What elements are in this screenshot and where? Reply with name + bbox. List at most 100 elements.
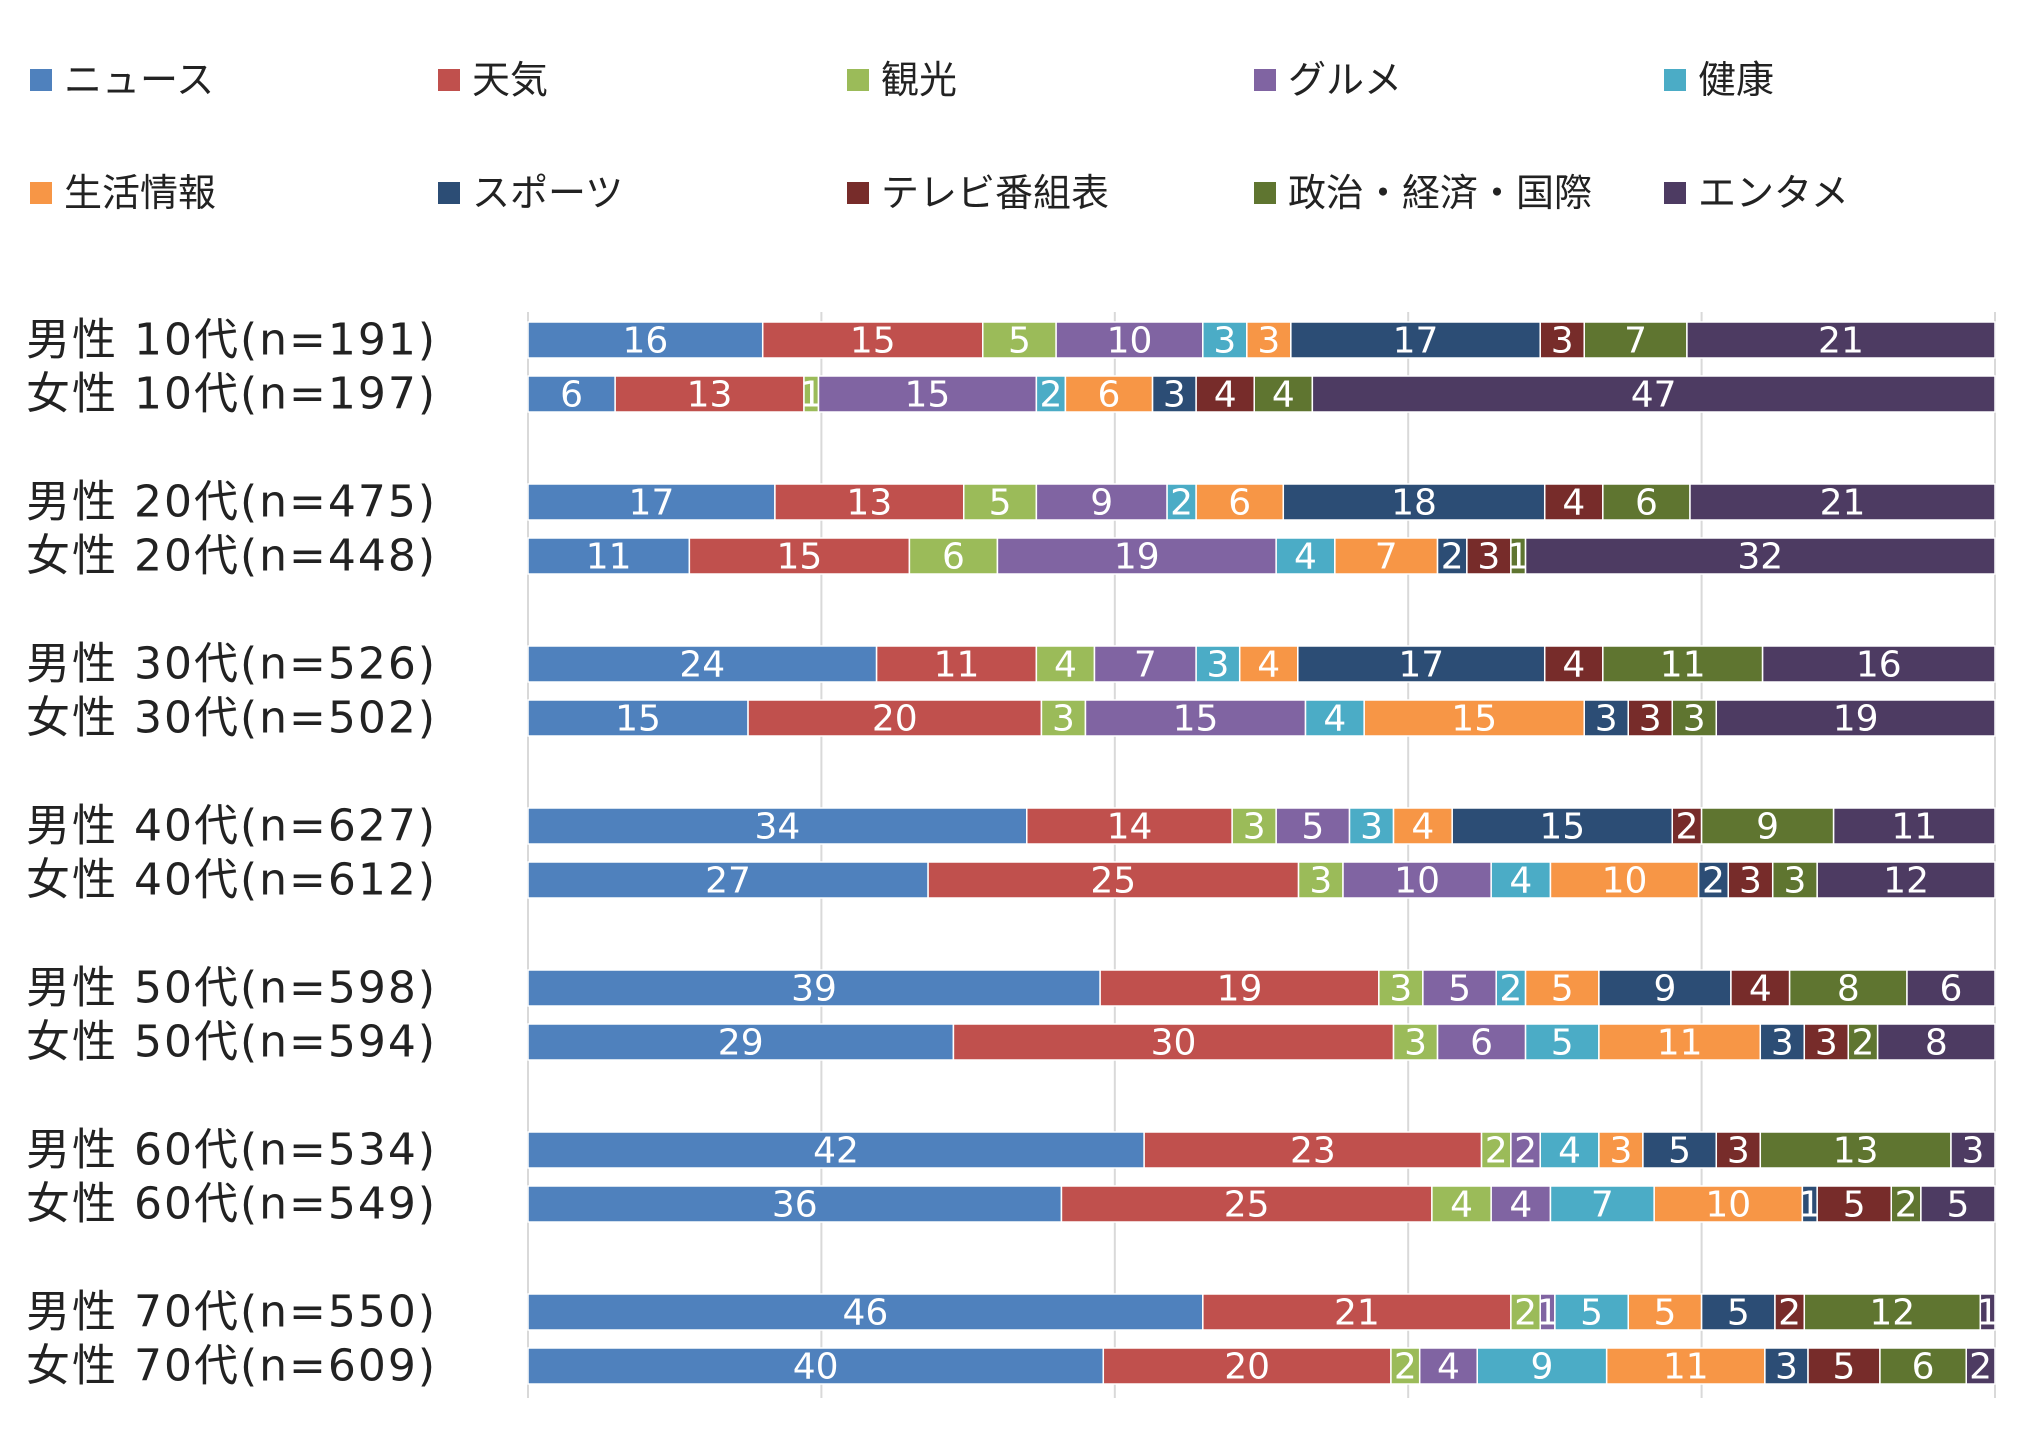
bar-segment <box>1598 1023 1762 1061</box>
data-label: 5 <box>1653 1293 1676 1334</box>
data-label: 2 <box>1499 969 1522 1010</box>
data-label: 3 <box>1257 321 1280 362</box>
data-label: 4 <box>1558 1131 1581 1172</box>
bar-segment <box>1602 645 1764 683</box>
bar-segment <box>527 645 878 683</box>
data-label: 6 <box>1635 483 1658 524</box>
data-label: 3 <box>1771 1023 1794 1064</box>
data-label: 5 <box>1580 1293 1603 1334</box>
bar-segment <box>527 537 691 575</box>
data-label: 4 <box>1411 807 1434 848</box>
data-label: 3 <box>1360 807 1383 848</box>
bar-segment <box>1390 1347 1421 1385</box>
data-label: 4 <box>1562 483 1585 524</box>
data-label: 19 <box>1833 699 1879 740</box>
data-label: 16 <box>1856 645 1902 686</box>
data-label: 5 <box>989 483 1012 524</box>
bar-segment <box>1466 537 1512 575</box>
data-label: 3 <box>1739 861 1762 902</box>
data-label: 15 <box>615 699 661 740</box>
category-label: 男性 30代(n=526) <box>26 639 437 690</box>
category-label: 女性 40代(n=612) <box>26 855 437 906</box>
data-label: 1 <box>1976 1293 1999 1334</box>
legend-label: テレビ番組表 <box>881 171 1109 215</box>
category-label: 男性 50代(n=598) <box>26 963 437 1014</box>
bar-segment <box>1342 861 1492 899</box>
data-label: 3 <box>1609 1131 1632 1172</box>
data-label: 3 <box>1815 1023 1838 1064</box>
bar-segment <box>1311 375 1996 413</box>
bar-segment <box>875 645 1038 683</box>
bar-segment <box>1363 699 1585 737</box>
data-label: 2 <box>1039 375 1062 416</box>
bar-segment <box>1653 1185 1804 1223</box>
data-label: 6 <box>1470 1023 1493 1064</box>
bar-segment <box>527 483 776 521</box>
legend-label: スポーツ <box>472 171 623 215</box>
data-label: 5 <box>1448 969 1471 1010</box>
data-label: 5 <box>1947 1185 1970 1226</box>
data-label: 42 <box>813 1131 859 1172</box>
data-label: 3 <box>1389 969 1412 1010</box>
legend-label: 生活情報 <box>64 171 216 215</box>
bar-segment <box>1422 969 1497 1007</box>
bar-segment <box>1965 1347 1996 1385</box>
legend-item: エンタメ <box>1664 171 1849 215</box>
bar-segment <box>527 1293 1204 1331</box>
data-label: 20 <box>1224 1347 1270 1388</box>
data-label: 10 <box>1394 861 1440 902</box>
data-label: 25 <box>1090 861 1136 902</box>
data-label: 6 <box>1098 375 1121 416</box>
bar-segment <box>1700 1293 1776 1331</box>
bar-segment <box>1166 483 1197 521</box>
data-label: 19 <box>1114 537 1160 578</box>
data-label: 19 <box>1217 969 1263 1010</box>
data-label: 29 <box>718 1023 764 1064</box>
bar-segment <box>1102 1347 1392 1385</box>
legend-label: グルメ <box>1288 58 1402 102</box>
bar-segment <box>1549 861 1700 899</box>
data-label: 3 <box>1683 699 1706 740</box>
data-label: 10 <box>1705 1185 1751 1226</box>
legend-item: 生活情報 <box>30 171 216 215</box>
bar-row: 16 15 5 10 3 3 17 3 7 21 <box>527 321 1996 362</box>
data-label: 4 <box>1272 375 1295 416</box>
data-label: 6 <box>1228 483 1251 524</box>
bar-segment <box>1436 537 1468 575</box>
bar-segment <box>1476 1347 1608 1385</box>
data-label: 27 <box>705 861 751 902</box>
data-label: 10 <box>1602 861 1648 902</box>
bar-segment <box>1436 1023 1527 1061</box>
bar-segment <box>1524 537 1996 575</box>
data-label: 2 <box>1514 1131 1537 1172</box>
bar-segment <box>1879 1347 1967 1385</box>
bar-segment <box>1605 1347 1766 1385</box>
bar-segment <box>1686 321 1996 359</box>
bar-segment <box>1495 969 1527 1007</box>
bar-segment <box>1816 1185 1893 1223</box>
bar-row: 17 13 5 9 2 6 18 4 6 21 <box>527 483 1996 524</box>
bar-segment <box>1847 1023 1879 1061</box>
bar-segment <box>747 699 1043 737</box>
bar-segment <box>1275 807 1351 845</box>
data-label: 2 <box>1778 1293 1801 1334</box>
bar-segment <box>1510 1131 1541 1169</box>
bar-segment <box>1231 807 1277 845</box>
gridlines <box>527 312 1996 1398</box>
data-label: 15 <box>1539 807 1585 848</box>
data-label: 3 <box>1477 537 1500 578</box>
data-label: 7 <box>1375 537 1398 578</box>
data-label: 5 <box>1833 1347 1856 1388</box>
legend-swatch <box>1664 69 1686 91</box>
data-label: 4 <box>1294 537 1317 578</box>
bar-segment <box>1602 483 1691 521</box>
legend-swatch <box>30 182 52 204</box>
data-label: 11 <box>1660 645 1706 686</box>
data-label: 13 <box>1833 1131 1879 1172</box>
data-label: 16 <box>622 321 668 362</box>
bar-segment <box>774 483 965 521</box>
data-label: 3 <box>1775 1347 1798 1388</box>
bar-segment <box>527 699 749 737</box>
bar-row: 36 25 4 4 7 10 1 5 2 5 <box>527 1185 1996 1226</box>
